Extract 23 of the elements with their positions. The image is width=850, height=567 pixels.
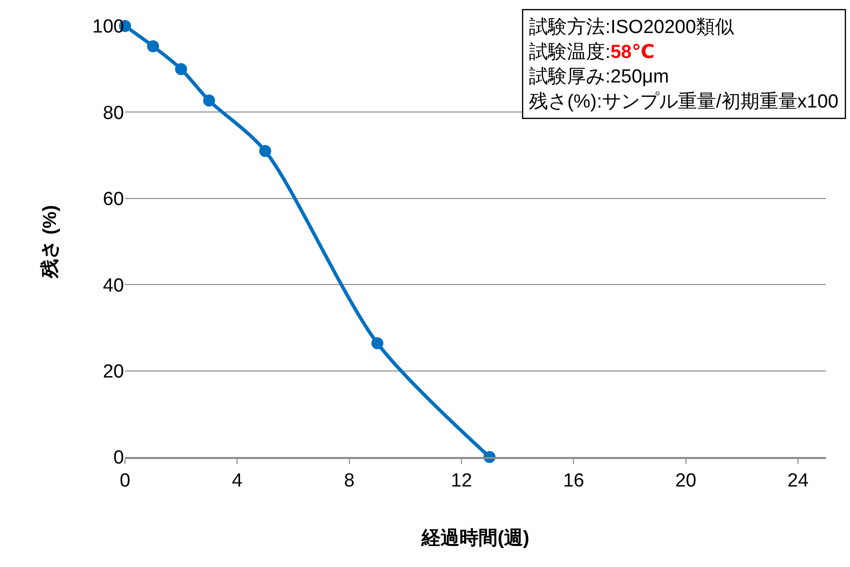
annotation: 残さ(%):サンプル重量/初期重量x100 bbox=[529, 90, 839, 112]
annotation: 試験方法:ISO20200類似 bbox=[529, 16, 734, 38]
annotation: 試験厚み:250μm bbox=[529, 66, 669, 88]
y-axis-title: 残さ (%) bbox=[39, 205, 62, 279]
x-tick-label: 16 bbox=[563, 470, 584, 492]
point bbox=[371, 337, 384, 350]
y-tick-label: 100 bbox=[92, 16, 124, 38]
x-tick-label: 4 bbox=[232, 470, 243, 492]
point bbox=[203, 94, 216, 107]
point bbox=[175, 63, 188, 76]
y-tick-label: 20 bbox=[102, 361, 124, 382]
y-tick-label: 0 bbox=[113, 448, 124, 469]
x-axis-title: 経過時間(週) bbox=[420, 526, 530, 549]
point bbox=[147, 40, 160, 52]
x-tick-label: 12 bbox=[450, 470, 472, 492]
y-tick-label: 40 bbox=[102, 275, 124, 296]
x-tick-label: 20 bbox=[675, 470, 696, 492]
x-tick-label: 8 bbox=[344, 470, 355, 492]
y-tick-label: 80 bbox=[102, 102, 124, 124]
point bbox=[259, 144, 272, 157]
annotation: 試験温度:58℃ bbox=[529, 40, 655, 63]
x-tick-label: 24 bbox=[787, 470, 809, 492]
y-tick-label: 60 bbox=[102, 189, 124, 210]
